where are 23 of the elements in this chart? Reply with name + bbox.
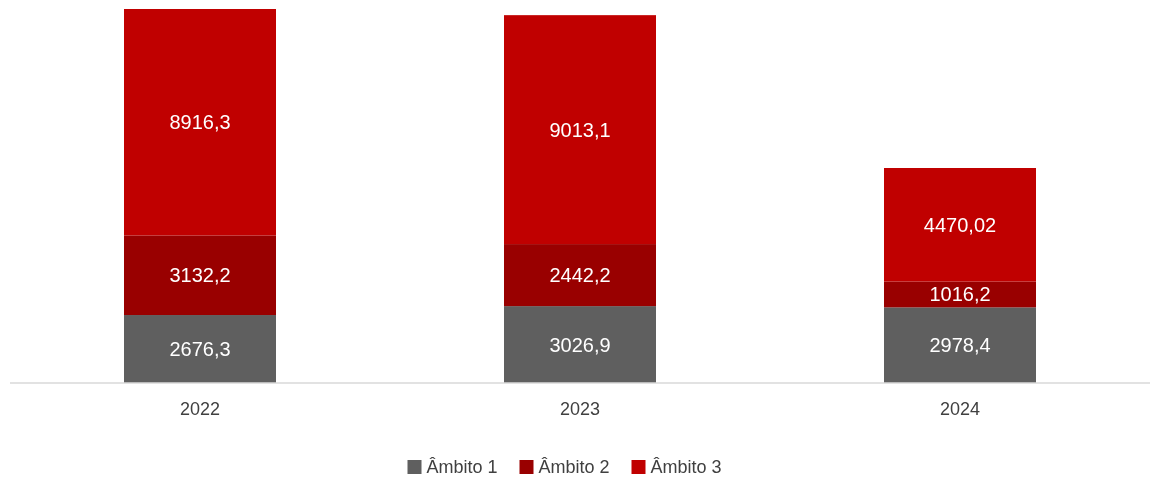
data-label: 2442,2 [549, 264, 611, 287]
data-label: 3026,9 [549, 333, 611, 356]
legend-label: Âmbito 3 [650, 457, 722, 478]
data-label: 2676,3 [169, 338, 231, 361]
data-label: 2978,4 [929, 334, 991, 357]
data-label: 1016,2 [929, 283, 991, 306]
legend-label: Âmbito 1 [426, 457, 498, 478]
bar [124, 235, 276, 316]
x-tick-label: 2022 [179, 399, 221, 419]
x-tick-label: 2023 [559, 399, 601, 419]
bar [504, 306, 656, 383]
bar [504, 15, 656, 245]
data-label: 8916,3 [169, 111, 231, 134]
x-tick-label: 2024 [939, 399, 981, 419]
bar [504, 244, 656, 307]
data-label: 4470,02 [923, 213, 997, 236]
bar [884, 168, 1036, 282]
data-label: 3132,2 [169, 264, 231, 287]
bar [124, 9, 276, 236]
bar [884, 307, 1036, 383]
bar [124, 315, 276, 383]
legend-label: Âmbito 2 [538, 457, 610, 478]
data-label: 9013,1 [549, 118, 611, 141]
